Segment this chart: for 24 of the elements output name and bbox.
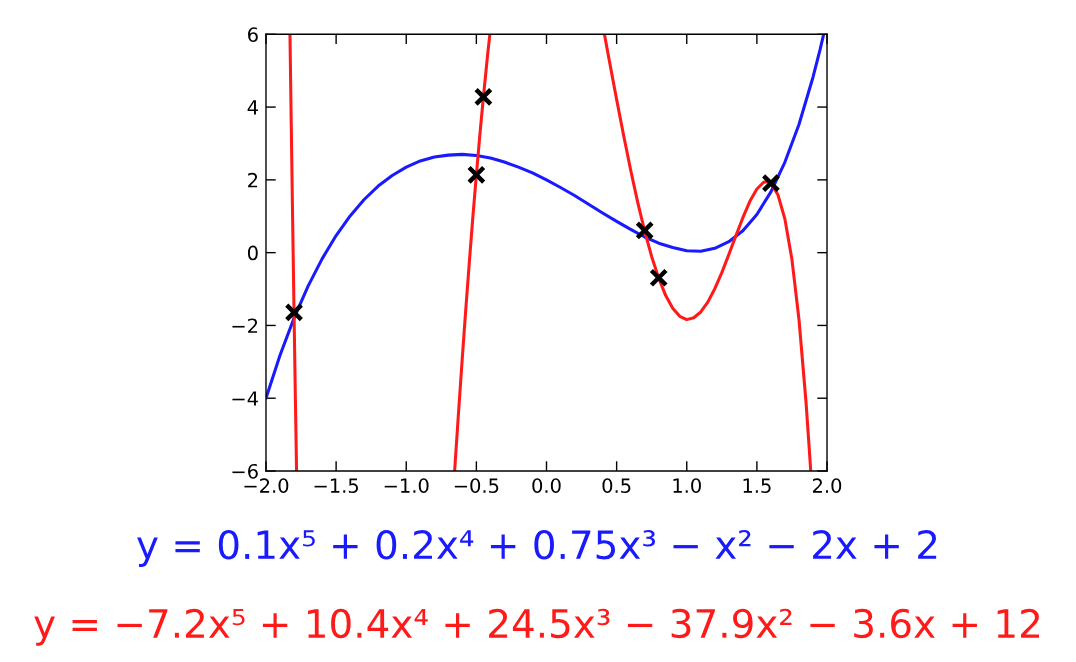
point [635, 220, 655, 240]
x-tick-label: −2.0 [244, 478, 289, 494]
point [649, 268, 669, 288]
text: y = −7.2x⁵ + 10.4x⁴ + 24.5x³ − 37.9x² − 3.6x + 12 [34, 608, 1040, 646]
y-tick-label: 4 [247, 100, 258, 115]
y-tick-label: −6 [232, 463, 258, 479]
text: y = 0.1x⁵ + 0.2x⁴ + 0.75x³ − x² − 2x + 2 [137, 530, 937, 567]
y-tick-label: 0 [247, 245, 258, 261]
x-tick-label: 2.0 [812, 478, 842, 494]
point [761, 173, 781, 193]
x-tick-label: −0.5 [454, 478, 499, 494]
x-tick-label: −1.0 [384, 478, 429, 494]
x-tick-label: 1.0 [673, 478, 701, 494]
y-tick-label: 2 [248, 172, 258, 188]
x-tick-label: −1.5 [314, 478, 359, 494]
point [473, 87, 493, 107]
y-tick-label: 6 [248, 27, 258, 42]
x-tick-label: 0.0 [532, 478, 561, 494]
point [284, 302, 304, 322]
point [466, 165, 486, 185]
x-tick-label: 0.5 [602, 478, 631, 494]
y-tick-label: −2 [232, 318, 258, 333]
x-tick-label: 1.5 [743, 478, 771, 494]
y-tick-label: −4 [232, 391, 258, 406]
